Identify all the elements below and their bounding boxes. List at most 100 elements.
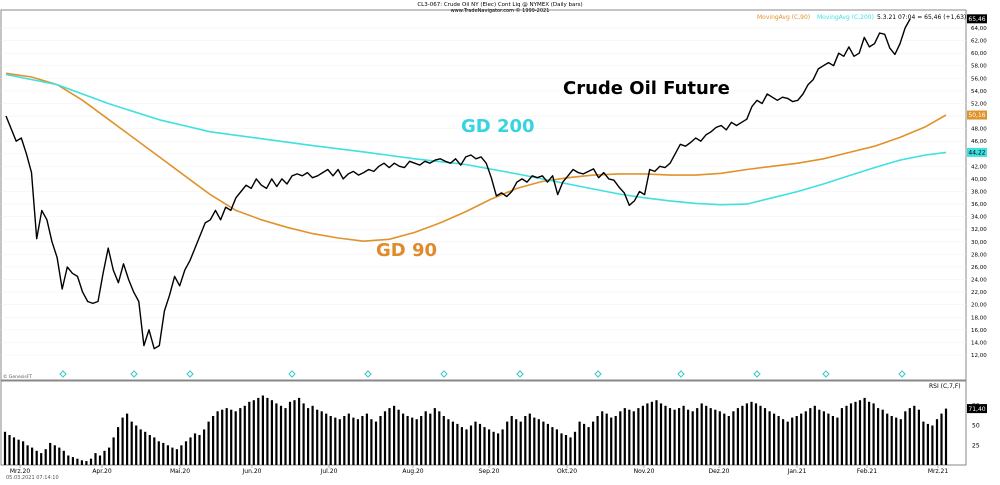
rsi-bar bbox=[40, 453, 43, 465]
rsi-bar bbox=[275, 403, 278, 465]
rsi-bar bbox=[108, 447, 111, 465]
ma90-badge: 50,16 bbox=[968, 112, 985, 119]
rsi-bar bbox=[252, 400, 255, 465]
rsi-bar bbox=[650, 401, 653, 465]
rsi-bar bbox=[62, 450, 65, 465]
price-y-tick-label: 14,00 bbox=[971, 340, 987, 346]
rsi-bar bbox=[628, 409, 631, 465]
rsi-bar bbox=[800, 413, 803, 465]
rsi-bar bbox=[352, 417, 355, 465]
rsi-bar bbox=[98, 455, 102, 465]
rsi-bar bbox=[614, 416, 617, 465]
month-marker-diamond bbox=[898, 370, 906, 378]
rsi-bar bbox=[501, 429, 504, 465]
rsi-bar bbox=[356, 419, 359, 465]
series-layer bbox=[5, 18, 947, 350]
rsi-bar bbox=[637, 408, 640, 465]
rsi-bar bbox=[225, 408, 228, 465]
rsi-bar bbox=[908, 408, 911, 465]
rsi-bar bbox=[438, 411, 441, 465]
rsi-bar bbox=[492, 431, 495, 465]
rsi-bar bbox=[623, 408, 626, 465]
rsi-bar bbox=[940, 413, 943, 465]
rsi-bar bbox=[791, 417, 794, 465]
rsi-bar bbox=[144, 431, 147, 465]
rsi-bar bbox=[474, 421, 477, 465]
rsi-bar bbox=[424, 411, 427, 465]
grid-layer bbox=[1, 27, 966, 356]
rsi-bar bbox=[754, 403, 758, 465]
rsi-bar bbox=[402, 413, 405, 465]
rsi-bar bbox=[827, 413, 830, 465]
rsi-bar bbox=[293, 400, 296, 465]
rsi-bar bbox=[270, 400, 273, 465]
rsi-bar bbox=[687, 409, 690, 465]
rsi-bar bbox=[94, 453, 97, 465]
rsi-bar bbox=[26, 445, 29, 466]
rsi-bar bbox=[904, 411, 907, 465]
rsi-bar bbox=[551, 427, 554, 465]
rsi-bar bbox=[17, 439, 20, 465]
axis-layer: 12,00 14,00 16,00 18,00 20,00 22,00 24,00 26,00… bbox=[10, 14, 987, 475]
rsi-bar bbox=[212, 416, 215, 465]
rsi-bar bbox=[411, 417, 414, 465]
ma200-line bbox=[5, 73, 947, 206]
annotation-title: Crude Oil Future bbox=[563, 78, 730, 99]
rsi-bar bbox=[279, 405, 283, 466]
rsi-bar bbox=[515, 419, 518, 465]
price-y-tick-label: 54,00 bbox=[971, 89, 987, 95]
genesis-credit: © GenesisFT bbox=[3, 373, 32, 380]
rsi-bar bbox=[3, 431, 7, 465]
rsi-bar bbox=[307, 408, 310, 465]
price-y-tick-label: 24,00 bbox=[971, 278, 987, 284]
x-tick-label: Jul.20 bbox=[320, 468, 338, 475]
last-price-badge: 65,46 bbox=[968, 16, 985, 23]
rsi-bar bbox=[71, 457, 74, 465]
rsi-bar bbox=[261, 395, 264, 465]
rsi-bar bbox=[121, 417, 124, 465]
rsi-bar bbox=[741, 405, 744, 466]
x-tick-label: Apr.20 bbox=[92, 468, 112, 475]
rsi-bar bbox=[148, 435, 151, 465]
price-y-tick-label: 46,00 bbox=[971, 139, 987, 145]
rsi-bar bbox=[365, 413, 368, 465]
price-y-tick-label: 58,00 bbox=[971, 64, 987, 70]
ma90-line bbox=[5, 72, 947, 242]
rsi-bar bbox=[836, 417, 839, 465]
month-marker-diamond bbox=[594, 370, 602, 378]
rsi-bar bbox=[334, 417, 337, 465]
month-marker-diamond bbox=[186, 370, 194, 378]
x-tick-label: Aug.20 bbox=[402, 468, 423, 475]
rsi-bar bbox=[886, 413, 889, 465]
rsi-bar bbox=[845, 405, 848, 466]
rsi-bar bbox=[397, 409, 400, 465]
price-y-tick-label: 62,00 bbox=[971, 39, 987, 45]
rsi-bar bbox=[44, 449, 47, 465]
rsi-bar bbox=[619, 411, 622, 465]
price-y-tick-label: 56,00 bbox=[971, 76, 987, 82]
rsi-bar bbox=[379, 416, 382, 465]
rsi-bar bbox=[673, 409, 676, 465]
rsi-bar bbox=[153, 437, 156, 465]
rsi-bar bbox=[239, 408, 242, 465]
rsi-bar bbox=[877, 408, 880, 465]
rsi-bar bbox=[668, 408, 672, 465]
rsi-bar bbox=[302, 403, 305, 465]
x-tick-label: Feb.21 bbox=[857, 468, 877, 475]
rsi-bar bbox=[664, 405, 667, 466]
rsi-bar bbox=[383, 411, 387, 465]
rsi-bar bbox=[659, 403, 663, 465]
price-y-tick-label: 18,00 bbox=[971, 315, 987, 321]
rsi-bar bbox=[497, 433, 500, 465]
annotation-gd200: GD 200 bbox=[461, 116, 535, 137]
rsi-bar bbox=[103, 450, 106, 465]
rsi-bar bbox=[899, 419, 902, 465]
rsi-bar bbox=[420, 416, 423, 465]
x-tick-label: Mrz.20 bbox=[10, 468, 31, 475]
rsi-bar bbox=[709, 408, 712, 465]
rsi-bar bbox=[89, 458, 93, 465]
rsi-bar bbox=[745, 403, 748, 465]
rsi-bar bbox=[338, 419, 341, 465]
legend-ma90: MovingAvg (C,90) bbox=[757, 14, 810, 21]
rsi-bar bbox=[58, 447, 61, 465]
